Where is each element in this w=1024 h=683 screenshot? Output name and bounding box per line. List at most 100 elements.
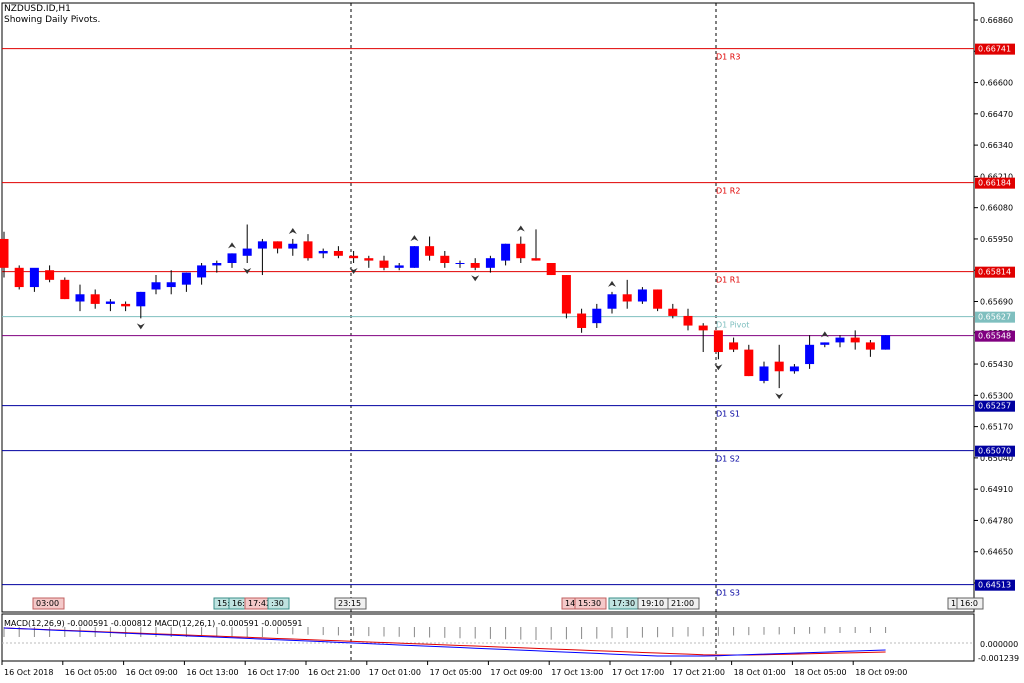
candle-body: [592, 308, 602, 324]
candle: [850, 330, 860, 350]
time-tick-label: 17 Oct 17:00: [612, 668, 664, 677]
candle-body: [166, 282, 176, 288]
event-tag-label: 17:42: [248, 599, 271, 608]
pivot-label: D1 S1: [716, 410, 740, 419]
candle: [379, 255, 389, 271]
candle: [29, 267, 39, 292]
candle-body: [227, 253, 237, 264]
candle: [105, 299, 115, 312]
event-tag: 15:30: [574, 597, 607, 610]
symbol-title: NZDUSD.ID,H1: [4, 4, 71, 14]
candle-body: [0, 238, 9, 268]
candle-body: [622, 294, 632, 302]
candle: [470, 258, 480, 271]
candle-body: [151, 282, 161, 290]
candle: [303, 234, 313, 261]
main-panel-frame: [1, 2, 975, 613]
price-tick-label: 0.65950: [980, 235, 1013, 244]
candle: [212, 260, 222, 273]
candle: [592, 303, 602, 328]
time-tick-label: 16 Oct 09:00: [126, 668, 178, 677]
candle: [577, 308, 587, 333]
price-tick-label: 0.66340: [980, 141, 1013, 150]
candle-body: [440, 255, 450, 264]
event-tag: 16:0: [956, 597, 984, 610]
event-tag-label: 17:30: [612, 599, 635, 608]
event-tag-label: 23:15: [338, 599, 361, 608]
event-tag-label: :30: [271, 599, 284, 608]
candle: [516, 236, 526, 264]
candle-body: [485, 258, 495, 268]
pivot-label: D1 S2: [716, 455, 740, 464]
time-tick-label: 17 Oct 13:00: [551, 668, 603, 677]
macd-axis-label: 0.000000: [980, 640, 1018, 649]
candle: [0, 231, 9, 278]
candle: [622, 279, 632, 309]
candle-body: [288, 243, 298, 249]
candle: [820, 342, 830, 348]
event-tag-label: 1: [951, 599, 956, 608]
candle-body: [349, 255, 359, 259]
candle-body: [14, 267, 24, 288]
candle-body: [197, 265, 207, 278]
fractal-arrows: [136, 225, 829, 400]
pivot-label: D1 R3: [716, 53, 740, 62]
candle: [136, 291, 146, 319]
candle: [531, 229, 541, 261]
current-price-tag: [975, 330, 1015, 342]
candle: [789, 364, 799, 374]
price-tick-label: 0.65690: [980, 298, 1013, 307]
candle: [805, 335, 815, 369]
event-tag: 03:00: [32, 597, 65, 610]
event-tag-label: 03:00: [36, 599, 59, 608]
candle-body: [531, 258, 541, 261]
candle-body: [850, 337, 860, 343]
candle: [151, 275, 161, 295]
candle-body: [501, 243, 511, 261]
event-tag-label: 14:: [565, 599, 578, 608]
candle-body: [60, 279, 70, 300]
fractal-up-arrow: [410, 235, 419, 242]
price-tick-label: 0.65430: [980, 360, 1013, 369]
candle-body: [212, 263, 222, 266]
candle: [90, 289, 100, 309]
candle: [425, 236, 435, 261]
candle-body: [698, 325, 708, 331]
pivot-price-tag: [975, 266, 1015, 278]
event-tag: :30: [267, 597, 290, 610]
candle: [394, 263, 404, 271]
candle: [440, 250, 450, 268]
candle-body: [835, 337, 845, 343]
price-tick-label: 0.64780: [980, 516, 1013, 525]
price-tick-label: 0.66600: [980, 79, 1013, 88]
candle: [14, 265, 24, 290]
candle: [455, 260, 465, 268]
candle: [333, 246, 343, 259]
fractal-up-arrow: [516, 225, 525, 232]
pivot-price-tag: [975, 177, 1015, 189]
pivot-price-tag: [975, 311, 1015, 323]
time-tick-label: 16 Oct 13:00: [186, 668, 238, 677]
event-tag: 17:30: [608, 597, 641, 610]
pivot-price: 0.64513: [978, 581, 1011, 590]
candle-body: [820, 342, 830, 345]
macd-axis-label: -0.001239: [978, 654, 1019, 663]
candle: [364, 255, 374, 268]
pivot-label: D1 R1: [716, 276, 740, 285]
candle-body: [136, 291, 146, 307]
candle: [349, 250, 359, 264]
candle-body: [729, 342, 739, 350]
candle: [865, 339, 875, 357]
pivot-lines: D1 R3 0.66741 D1 R2 0.66184 D1 R1 0.65814 D1 P…: [2, 43, 1015, 598]
candle: [197, 263, 207, 285]
candle: [409, 246, 419, 268]
fractal-up-arrow: [820, 331, 829, 338]
candle: [881, 335, 891, 350]
candle: [835, 335, 845, 348]
candle: [668, 303, 678, 319]
time-tick-label: 18 Oct 01:00: [734, 668, 786, 677]
pivot-price-tag: [975, 400, 1015, 412]
event-tag: 23:15: [334, 597, 367, 610]
candle: [744, 344, 754, 377]
